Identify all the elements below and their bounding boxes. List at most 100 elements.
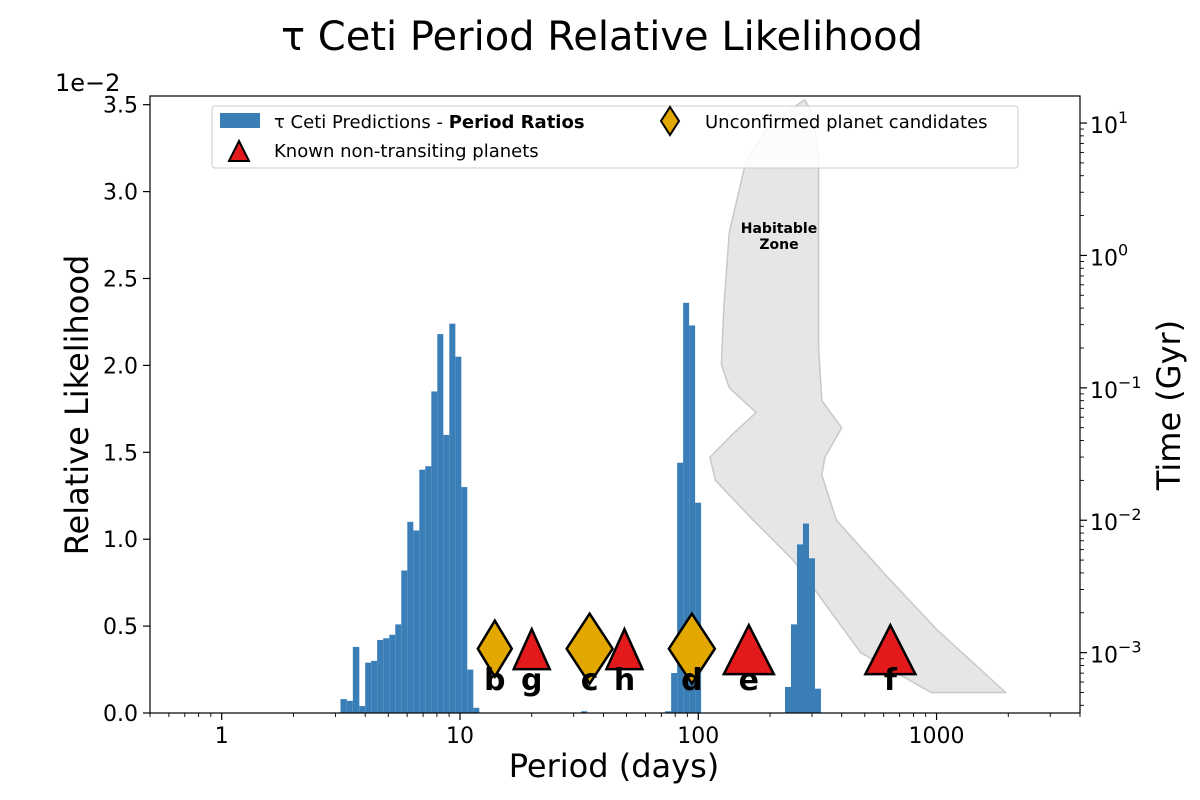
planet-marker-e [721, 622, 776, 676]
histogram-bar [401, 570, 408, 713]
histogram-bar [695, 502, 702, 713]
x-tick-label: 1 [215, 724, 229, 749]
legend-bar-entry: τ Ceti Predictions - Period Ratios [274, 112, 585, 133]
planet-marker-b [476, 618, 514, 680]
y-tick-label: 2.5 [103, 267, 138, 292]
y-tick-label: 1.5 [103, 441, 138, 466]
habitable-zone-label-line2: Zone [759, 237, 798, 253]
y2-tick-exponent: −3 [1118, 638, 1142, 657]
y-tick-label: 1.0 [103, 528, 138, 553]
planet-label-g: g [521, 663, 542, 698]
legend-bar-swatch [220, 113, 260, 128]
y-tick-label: 0.5 [103, 615, 138, 640]
histogram-bar [797, 544, 803, 713]
histogram-bar [371, 660, 378, 713]
histogram-bar [689, 325, 696, 713]
histogram-bar [671, 673, 678, 713]
histogram-bar [413, 530, 420, 713]
y2-tick-base: 10 [1090, 379, 1118, 404]
histogram-bar [665, 711, 672, 713]
y2-tick-exponent: 0 [1118, 240, 1128, 259]
histogram-bar [473, 707, 480, 713]
legend-bar-prefix: τ Ceti Predictions - [274, 112, 449, 133]
histogram-bar [455, 356, 462, 713]
x-axis-label: Period (days) [509, 747, 719, 785]
y2-tick-label: 101 [1090, 108, 1128, 139]
y2-tick-label: 10−3 [1090, 638, 1142, 669]
histogram-bar [443, 434, 450, 713]
habitable-zone-label-line1: Habitable [741, 221, 817, 237]
planet-label-f: f [884, 663, 898, 698]
y2-tick-label: 10−1 [1090, 373, 1142, 404]
histogram-bar [814, 688, 821, 713]
histogram-bar [365, 662, 372, 713]
histogram-bar [677, 462, 684, 713]
y2-tick-exponent: −1 [1118, 373, 1142, 392]
y2-tick-base: 10 [1090, 511, 1118, 536]
planet-marker-c [565, 611, 615, 686]
y2-axis-label: Time (Gyr) [1150, 320, 1188, 491]
y-offset-label: 1e−2 [55, 69, 120, 97]
x-tick-label: 1000 [909, 724, 965, 749]
histogram-bar [383, 638, 390, 713]
y2-tick-base: 10 [1090, 114, 1118, 139]
histogram-bar [395, 624, 402, 713]
histogram-bar [377, 640, 384, 713]
planet-marker-f [863, 622, 918, 676]
planet-label-h: h [614, 663, 635, 698]
y2-tick-base: 10 [1090, 644, 1118, 669]
y-tick-label: 3.0 [103, 181, 138, 206]
y-tick-label: 0.0 [103, 702, 138, 727]
legend-candidate-entry: Unconfirmed planet candidates [705, 112, 988, 133]
histogram-bar [419, 469, 426, 713]
planet-label-c: c [581, 663, 599, 698]
histogram-bars [340, 302, 821, 713]
y-axis-ticks: 0.0 0.5 1.0 1.5 2.0 2.5 3.0 3.5 [103, 94, 150, 727]
histogram-bar [437, 334, 444, 713]
planet-label-d: d [681, 663, 702, 698]
x-axis-ticks: 1 10 100 1000 [149, 713, 1081, 749]
y2-tick-exponent: 1 [1118, 108, 1128, 127]
histogram-bar [352, 646, 360, 713]
y-tick-label: 2.0 [103, 354, 138, 379]
histogram-bar [461, 487, 468, 713]
planet-label-b: b [484, 663, 505, 698]
histogram-bar [785, 686, 791, 713]
planet-label-e: e [739, 663, 759, 698]
histogram-bar [346, 700, 353, 713]
planet-marker-g [511, 626, 552, 671]
histogram-bar [683, 302, 690, 713]
x-tick-label: 10 [446, 724, 474, 749]
legend-known-entry: Known non-transiting planets [274, 141, 539, 162]
chart-title: τ Ceti Period Relative Likelihood [281, 14, 923, 60]
y-tick-label: 3.5 [103, 94, 138, 119]
histogram-bar [449, 323, 456, 713]
histogram-bar [340, 699, 347, 713]
histogram-bar [802, 523, 809, 713]
y2-tick-label: 10−2 [1090, 505, 1142, 536]
histogram-bar [425, 466, 432, 713]
legend-frame [211, 105, 1019, 169]
histogram-bar [581, 711, 588, 713]
plot-frame [149, 95, 1081, 714]
histogram-bar [389, 634, 396, 713]
y2-tick-exponent: −2 [1118, 505, 1142, 524]
histogram-bar [467, 669, 474, 713]
legend: τ Ceti Predictions - Period Ratios Uncon… [211, 105, 1019, 169]
y2-tick-label: 100 [1090, 240, 1128, 271]
planet-marker-d [667, 611, 717, 686]
y-axis-label: Relative Likelihood [58, 255, 96, 556]
y2-tick-base: 10 [1090, 246, 1118, 271]
histogram-bar [808, 558, 815, 713]
histogram-bar [431, 391, 438, 713]
legend-known-marker [227, 138, 251, 162]
histogram-bar [359, 706, 366, 713]
legend-candidate-marker [659, 105, 681, 137]
histogram-bar [791, 624, 797, 713]
histogram-bar [407, 521, 414, 713]
legend-bar-bold: Period Ratios [449, 112, 585, 133]
